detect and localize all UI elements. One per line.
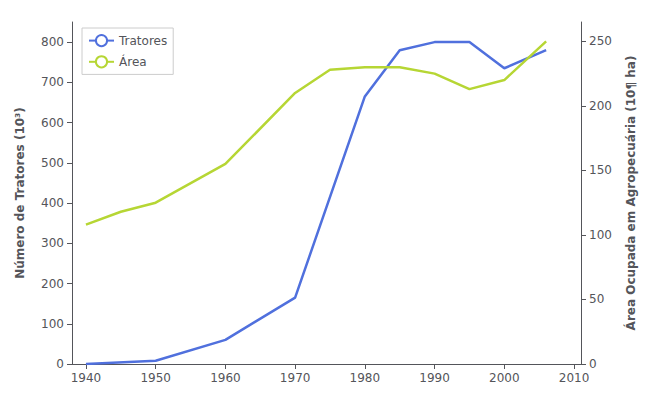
svg-text:2010: 2010 — [559, 371, 590, 385]
svg-text:1950: 1950 — [140, 371, 171, 385]
svg-text:1990: 1990 — [419, 371, 450, 385]
svg-text:200: 200 — [41, 277, 64, 291]
svg-text:1960: 1960 — [210, 371, 241, 385]
svg-text:500: 500 — [41, 156, 64, 170]
svg-text:Área: Área — [119, 54, 147, 69]
svg-text:Número de Tratores (10³): Número de Tratores (10³) — [13, 107, 27, 279]
svg-text:0: 0 — [589, 357, 597, 371]
svg-text:2000: 2000 — [489, 371, 520, 385]
svg-text:200: 200 — [589, 99, 612, 113]
svg-text:100: 100 — [41, 317, 64, 331]
svg-text:300: 300 — [41, 236, 64, 250]
svg-text:100: 100 — [589, 228, 612, 242]
svg-text:1980: 1980 — [350, 371, 381, 385]
svg-text:600: 600 — [41, 116, 64, 130]
svg-text:700: 700 — [41, 75, 64, 89]
svg-text:50: 50 — [589, 292, 604, 306]
svg-text:Tratores: Tratores — [118, 34, 167, 48]
svg-text:1970: 1970 — [280, 371, 311, 385]
svg-text:0: 0 — [56, 357, 64, 371]
svg-text:Área Ocupada em Agropecuária (: Área Ocupada em Agropecuária (10¶ ha) — [623, 56, 638, 331]
svg-text:400: 400 — [41, 196, 64, 210]
svg-text:150: 150 — [589, 163, 612, 177]
svg-text:250: 250 — [589, 34, 612, 48]
svg-text:800: 800 — [41, 35, 64, 49]
svg-text:1940: 1940 — [71, 371, 102, 385]
